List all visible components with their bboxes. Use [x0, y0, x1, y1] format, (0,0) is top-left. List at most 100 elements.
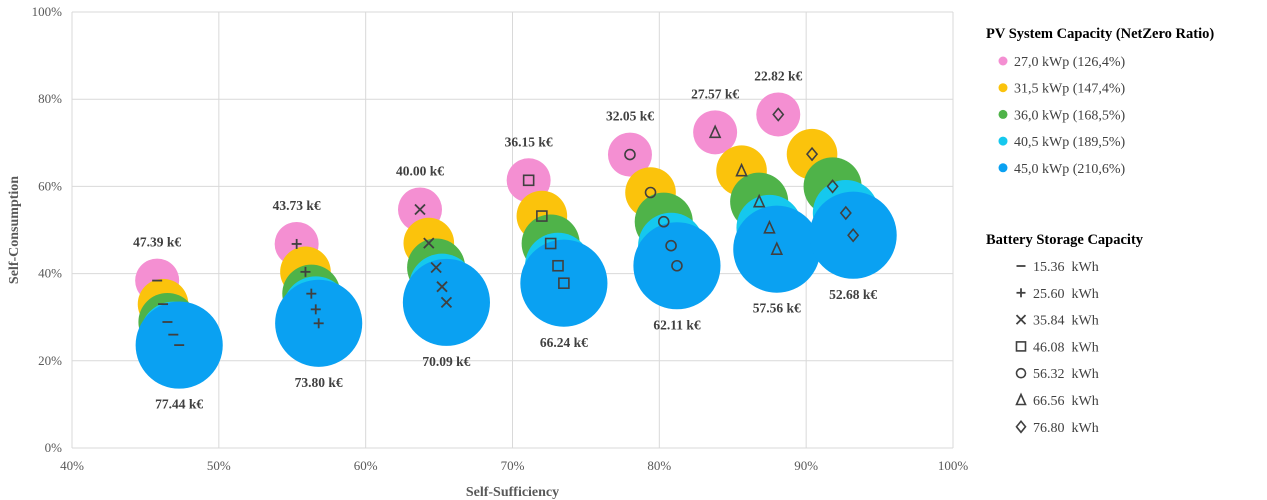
y-tick-label: 20% [38, 353, 62, 368]
square-marker [544, 237, 557, 250]
y-tick-label: 100% [32, 4, 63, 19]
diamond-marker [805, 146, 819, 162]
cost-label-max: 57.56 k€ [753, 301, 801, 316]
cost-label-max: 73.80 k€ [295, 375, 343, 390]
diamond-marker [1015, 420, 1027, 434]
cross-marker [423, 237, 435, 249]
pv-legend-swatch [998, 109, 1008, 119]
x-tick-label: 60% [354, 458, 378, 473]
triangle-marker [1015, 392, 1027, 406]
cost-label-max: 62.11 k€ [653, 317, 701, 332]
triangle-marker [763, 219, 776, 234]
triangle-marker [708, 124, 722, 139]
bubble-point [607, 132, 652, 177]
cross-marker-b [430, 261, 442, 274]
pv-legend-swatch [998, 136, 1008, 146]
cost-label-min: 43.73 k€ [273, 198, 321, 213]
diamond-marker [772, 107, 785, 122]
bubble-point [756, 92, 801, 137]
cost-label-max: 52.68 k€ [829, 287, 877, 302]
x-tick-label: 50% [207, 458, 231, 473]
square-marker [522, 174, 535, 187]
pv-legend-title: PV System Capacity (NetZero Ratio) [986, 26, 1214, 42]
x-tick-label: 70% [501, 458, 525, 473]
battery-legend-label: 66.56 kWh [1033, 394, 1099, 409]
bubble-point [520, 239, 608, 327]
circle-marker [644, 186, 657, 199]
circle-marker [657, 215, 670, 228]
cost-label-max: 66.24 k€ [540, 335, 588, 350]
diamond-marker [826, 179, 839, 194]
pv-legend-label: 31,5 kWp (147,4%) [1014, 82, 1126, 97]
y-tick-label: 0% [45, 440, 63, 455]
cost-label-min: 32.05 k€ [606, 109, 654, 124]
triangle-marker [735, 162, 748, 177]
cost-label-min: 40.00 k€ [396, 164, 444, 179]
circle-marker [665, 239, 677, 252]
pv-legend-label: 27,0 kWp (126,4%) [1014, 55, 1126, 70]
x-tick-label: 100% [938, 458, 969, 473]
plus-marker [291, 238, 302, 249]
x-tick-label: 80% [647, 458, 671, 473]
cross-marker [1015, 314, 1027, 325]
circle-marker [671, 259, 683, 272]
plus-marker [306, 288, 317, 299]
cross-marker [414, 203, 426, 216]
battery-legend-label: 25.60 kWh [1033, 287, 1099, 302]
battery-markers [152, 107, 860, 347]
battery-legend-label: 76.80 kWh [1033, 421, 1099, 436]
cross-marker-b [423, 237, 435, 249]
square-marker [552, 259, 564, 272]
cost-label-min: 27.57 k€ [691, 86, 739, 101]
battery-legend-label: 56.32 kWh [1033, 367, 1099, 382]
pv-legend-swatch [998, 83, 1008, 93]
x-tick-label: 40% [60, 458, 84, 473]
pv-legend-label: 40,5 kWp (189,5%) [1014, 135, 1126, 150]
cross-marker-b [436, 281, 448, 293]
pv-legend-label: 36,0 kWp (168,5%) [1014, 108, 1126, 123]
cross-marker [436, 281, 448, 293]
y-axis-title: Self-Consumption [7, 176, 22, 284]
cross-marker-b [414, 203, 426, 216]
circle-marker [1015, 367, 1027, 379]
plus-marker [300, 266, 311, 277]
cross-marker-b [1015, 314, 1027, 325]
diamond-marker [839, 205, 852, 221]
pv-legend-label: 45,0 kWp (210,6%) [1014, 162, 1126, 177]
triangle-marker [752, 193, 766, 208]
diamond-marker [847, 227, 860, 243]
x-tick-label: 90% [794, 458, 818, 473]
legend: PV System Capacity (NetZero Ratio) 27,0 k… [986, 26, 1214, 436]
axes: 40% 50% 60% 70% 80% 90% 100% 0% 20% 40% 60% 80% 100%… [7, 4, 968, 500]
circle-marker [624, 148, 636, 161]
y-tick-label: 40% [38, 266, 62, 281]
bubbles [135, 92, 897, 389]
square-marker [536, 210, 548, 222]
y-tick-label: 60% [38, 178, 62, 193]
cost-label-min: 22.82 k€ [754, 68, 802, 83]
cross-marker-b [440, 296, 453, 309]
triangle-marker [770, 241, 784, 255]
bubble-point [809, 191, 897, 279]
cross-marker [440, 296, 453, 309]
cost-labels: 47.39 k€ 77.44 k€ 43.73 k€ 73.80 k€ 40.00 k€… [133, 68, 877, 411]
cost-label-max: 77.44 k€ [155, 397, 203, 412]
cost-label-min: 47.39 k€ [133, 235, 181, 250]
square-marker [1015, 341, 1027, 352]
battery-legend-label: 15.36 kWh [1033, 260, 1099, 275]
x-axis-title: Self-Sufficiency [466, 485, 559, 500]
bubble-point [733, 205, 821, 293]
pv-legend-swatch [998, 163, 1008, 173]
battery-legend-label: 35.84 kWh [1033, 314, 1099, 329]
cost-label-min: 36.15 k€ [505, 134, 553, 149]
plus-marker [1016, 288, 1026, 298]
plus-marker [313, 318, 324, 329]
cross-marker [430, 261, 442, 274]
battery-legend-title: Battery Storage Capacity [986, 232, 1144, 248]
battery-legend-label: 46.08 kWh [1033, 340, 1099, 355]
square-marker [558, 277, 570, 289]
bubble-point [693, 110, 738, 155]
pv-legend-swatch [998, 56, 1008, 66]
y-tick-label: 80% [38, 91, 62, 106]
